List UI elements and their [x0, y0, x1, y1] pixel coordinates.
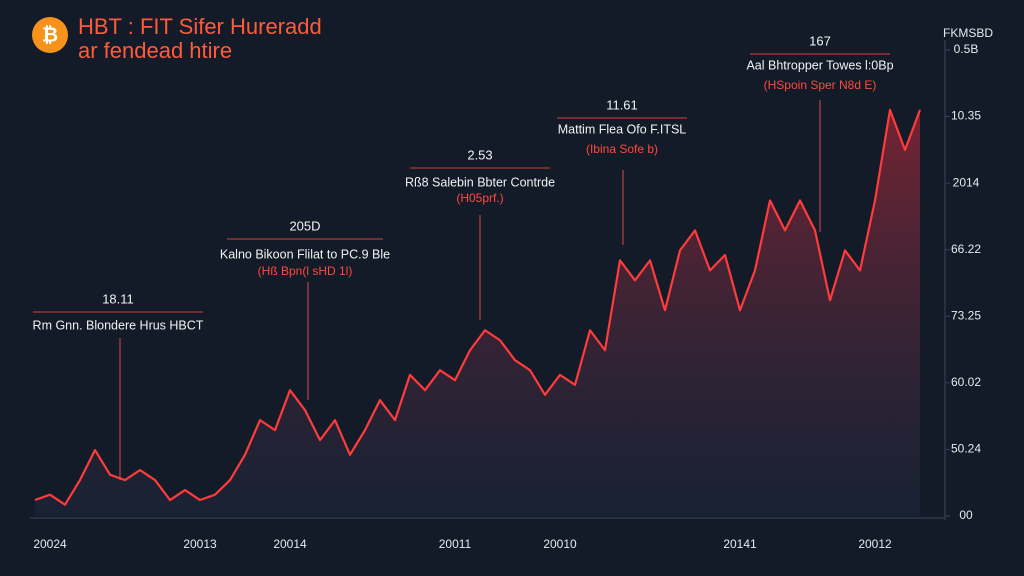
- x-tick-label: 20010: [543, 537, 577, 551]
- line: [34, 108, 922, 506]
- annotation-label: Rm Gnn. Blondere Hrus HBCT: [33, 318, 204, 332]
- annotation-value: 18.11: [102, 291, 134, 306]
- x-tick-label: 20024: [33, 537, 67, 551]
- annotation-label: Aal Bhtropper Towes l:0Bp: [746, 58, 893, 72]
- annotation-value: 2.53: [467, 147, 492, 162]
- x-tick-label: 20012: [858, 537, 892, 551]
- x-tick-label: 20014: [273, 537, 307, 551]
- x-tick-label: 20011: [439, 537, 472, 551]
- chart-title: HBT : FIT Sifer Hureradd: [78, 14, 322, 39]
- y-tick-label: 2014: [953, 175, 980, 189]
- annotation-value: 11.61: [606, 97, 638, 112]
- annotation-value: 205D: [289, 218, 320, 233]
- chart-subtitle: ar fendead htire: [78, 38, 232, 63]
- bitcoin-icon: [32, 17, 68, 53]
- y-tick-label: 00: [959, 508, 973, 522]
- annotation-label: Kalno Bikoon Flilat to PC.9 Ble: [220, 247, 390, 261]
- annotation-label: Mattim Flea Ofo F.ITSL: [558, 122, 687, 136]
- annotation-value: 167: [809, 33, 831, 48]
- y-axis-label: FKMSBD: [943, 26, 993, 40]
- x-tick-label: 20013: [183, 537, 217, 551]
- y-tick-label: 0.5B: [954, 42, 979, 56]
- y-tick-label: 73.25: [951, 308, 981, 322]
- annotation-note: (HSpoin Sper N8d E): [764, 78, 877, 92]
- annotation-label: Rß8 Salebin Bbter Contrde: [405, 175, 555, 189]
- annotation-note: (Ibina Sofe b): [586, 142, 658, 156]
- annotation-note: (Hß Bpn(l sHD 1l): [258, 264, 353, 278]
- area: [35, 109, 920, 517]
- y-tick-label: 66.22: [951, 242, 981, 256]
- bitcoin-symbol: ₿: [42, 24, 58, 46]
- y-tick-label: 60.02: [951, 375, 981, 389]
- y-tick-label: 50.24: [951, 442, 981, 456]
- x-tick-label: 20141: [723, 537, 757, 551]
- annotation-note: (H05prf.): [456, 191, 503, 205]
- y-tick-label: 10.35: [951, 109, 981, 123]
